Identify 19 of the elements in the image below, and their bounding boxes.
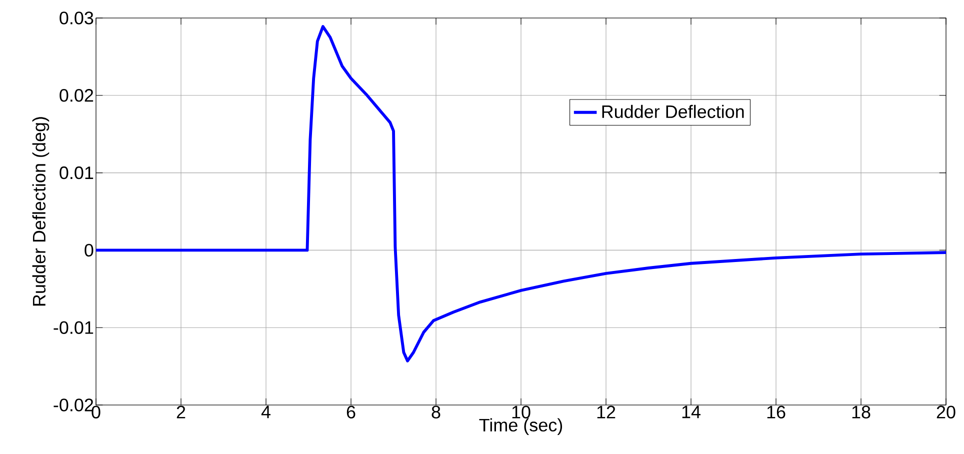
x-tick-label: 8 <box>432 406 440 418</box>
x-tick-label: 20 <box>936 406 956 418</box>
x-tick-label: 14 <box>682 406 700 418</box>
y-tick-label: 0.02 <box>60 89 94 102</box>
y-tick-label: -0.01 <box>54 321 94 334</box>
y-tick-label: 0.03 <box>60 12 94 24</box>
x-tick-label: 18 <box>852 406 870 418</box>
y-tick-label: 0 <box>84 244 94 257</box>
x-tick-label: 2 <box>176 406 186 418</box>
x-tick-label: 6 <box>346 406 356 418</box>
legend-label: Rudder Deflection <box>602 104 744 118</box>
x-tick-label: 12 <box>597 406 616 418</box>
y-axis-title: Rudder Deflection (deg) <box>32 117 50 306</box>
y-tick-label: -0.02 <box>54 398 94 412</box>
x-tick-label: 10 <box>512 406 530 418</box>
x-tick-label: 4 <box>261 406 270 418</box>
y-tick-label: 0.01 <box>60 166 94 180</box>
x-tick-label: 16 <box>767 406 786 418</box>
x-axis-title: Time (sec) <box>479 418 562 436</box>
